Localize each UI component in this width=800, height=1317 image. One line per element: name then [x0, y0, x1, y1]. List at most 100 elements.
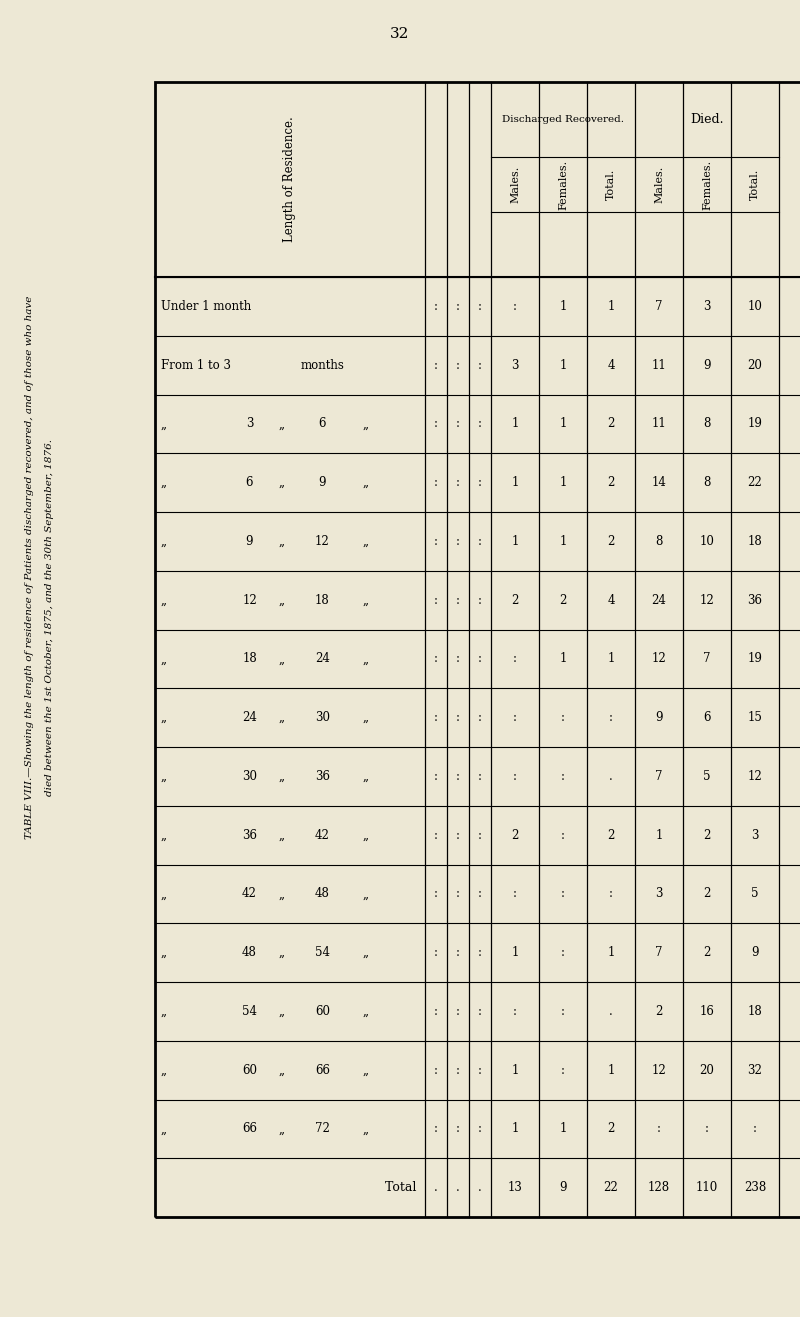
- Text: :: :: [513, 770, 517, 782]
- Text: :: :: [561, 770, 565, 782]
- Text: 2: 2: [607, 828, 614, 842]
- Text: 18: 18: [748, 535, 762, 548]
- Text: :: :: [456, 828, 460, 842]
- Text: 2: 2: [559, 594, 566, 607]
- Text: :: :: [456, 1122, 460, 1135]
- Text: :: :: [478, 828, 482, 842]
- Text: 66: 66: [242, 1122, 257, 1135]
- Text: 18: 18: [242, 652, 257, 665]
- Text: 11: 11: [652, 358, 666, 371]
- Text: 5: 5: [751, 888, 758, 901]
- Text: Died.: Died.: [690, 113, 724, 126]
- Text: „: „: [279, 535, 285, 548]
- Text: 22: 22: [604, 1181, 618, 1195]
- Text: 9: 9: [246, 535, 254, 548]
- Text: 32: 32: [390, 28, 410, 41]
- Text: „: „: [279, 1064, 285, 1076]
- Text: :: :: [434, 652, 438, 665]
- Text: „: „: [161, 888, 167, 901]
- Text: 4: 4: [607, 594, 614, 607]
- Text: „: „: [279, 888, 285, 901]
- Text: 1: 1: [559, 535, 566, 548]
- Text: „: „: [362, 417, 369, 431]
- Text: „: „: [279, 477, 285, 489]
- Text: Females.: Females.: [702, 159, 712, 209]
- Text: „: „: [362, 711, 369, 724]
- Text: „: „: [362, 946, 369, 959]
- Text: :: :: [561, 946, 565, 959]
- Text: Females.: Females.: [558, 159, 568, 209]
- Text: 3: 3: [703, 300, 710, 313]
- Text: :: :: [456, 300, 460, 313]
- Text: 1: 1: [559, 417, 566, 431]
- Text: :: :: [513, 652, 517, 665]
- Text: :: :: [478, 477, 482, 489]
- Text: 6: 6: [703, 711, 710, 724]
- Text: .: .: [478, 1181, 482, 1195]
- Text: „: „: [279, 1122, 285, 1135]
- Text: „: „: [362, 1005, 369, 1018]
- Text: :: :: [456, 535, 460, 548]
- Text: :: :: [561, 1064, 565, 1076]
- Text: 20: 20: [747, 358, 762, 371]
- Text: 1: 1: [559, 477, 566, 489]
- Text: :: :: [434, 1122, 438, 1135]
- Text: 36: 36: [747, 594, 762, 607]
- Text: „: „: [161, 417, 167, 431]
- Text: 60: 60: [242, 1064, 257, 1076]
- Text: 9: 9: [751, 946, 758, 959]
- Text: 18: 18: [748, 1005, 762, 1018]
- Text: „: „: [362, 888, 369, 901]
- Text: :: :: [478, 358, 482, 371]
- Text: 9: 9: [318, 477, 326, 489]
- Text: :: :: [434, 1005, 438, 1018]
- Text: 8: 8: [703, 417, 710, 431]
- Text: :: :: [657, 1122, 661, 1135]
- Text: :: :: [753, 1122, 757, 1135]
- Text: 12: 12: [652, 652, 666, 665]
- Text: 2: 2: [607, 1122, 614, 1135]
- Text: :: :: [434, 358, 438, 371]
- Text: 7: 7: [655, 946, 662, 959]
- Text: :: :: [434, 1064, 438, 1076]
- Text: 2: 2: [511, 594, 518, 607]
- Text: 32: 32: [747, 1064, 762, 1076]
- Text: „: „: [161, 594, 167, 607]
- Text: 19: 19: [747, 417, 762, 431]
- Text: „: „: [279, 711, 285, 724]
- Text: 2: 2: [703, 946, 710, 959]
- Text: 3: 3: [655, 888, 662, 901]
- Text: :: :: [456, 1005, 460, 1018]
- Text: :: :: [434, 417, 438, 431]
- Text: Males.: Males.: [654, 166, 664, 203]
- Text: Discharged Recovered.: Discharged Recovered.: [502, 115, 624, 124]
- Text: :: :: [456, 652, 460, 665]
- Text: :: :: [456, 946, 460, 959]
- Text: „: „: [161, 828, 167, 842]
- Text: :: :: [456, 358, 460, 371]
- Text: 48: 48: [242, 946, 257, 959]
- Text: „: „: [362, 1122, 369, 1135]
- Text: :: :: [456, 417, 460, 431]
- Text: :: :: [561, 828, 565, 842]
- Text: :: :: [456, 1064, 460, 1076]
- Text: :: :: [478, 888, 482, 901]
- Text: :: :: [478, 1122, 482, 1135]
- Text: 12: 12: [700, 594, 714, 607]
- Text: 18: 18: [315, 594, 330, 607]
- Text: :: :: [478, 1064, 482, 1076]
- Text: :: :: [434, 828, 438, 842]
- Text: 36: 36: [242, 828, 257, 842]
- Text: 2: 2: [607, 477, 614, 489]
- Text: 11: 11: [652, 417, 666, 431]
- Text: From 1 to 3: From 1 to 3: [161, 358, 231, 371]
- Text: 22: 22: [748, 477, 762, 489]
- Text: Tᴏtal: Tᴏtal: [385, 1181, 417, 1195]
- Text: 110: 110: [696, 1181, 718, 1195]
- Text: died between the 1st October, 1875, and the 30th September, 1876.: died between the 1st October, 1875, and …: [46, 439, 54, 795]
- Text: Under 1 month: Under 1 month: [161, 300, 251, 313]
- Text: :: :: [478, 652, 482, 665]
- Text: :: :: [434, 594, 438, 607]
- Text: „: „: [161, 535, 167, 548]
- Text: .: .: [456, 1181, 460, 1195]
